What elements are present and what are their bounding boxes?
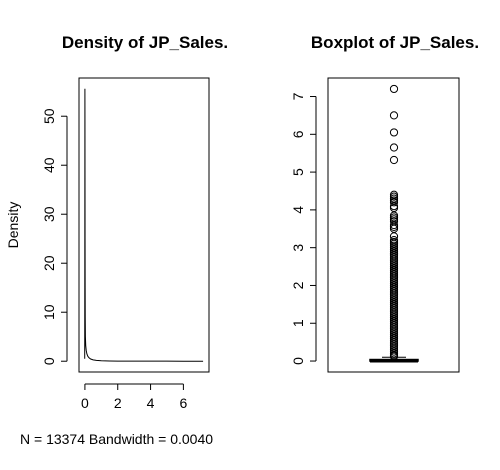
density-x-tick-label: 2 bbox=[114, 395, 122, 411]
density-line bbox=[84, 88, 204, 362]
boxplot-y-tick-label: 5 bbox=[290, 168, 306, 176]
boxplot-outlier-point bbox=[389, 84, 399, 94]
density-y-axis: 0 10 20 30 40 50 bbox=[41, 108, 68, 365]
boxplot-outliers bbox=[389, 84, 399, 361]
density-x-tick-label: 0 bbox=[81, 395, 89, 411]
density-y-tick-label: 20 bbox=[41, 255, 57, 271]
boxplot-outlier-point bbox=[389, 143, 399, 152]
density-y-tick-label: 30 bbox=[41, 206, 57, 222]
boxplot-y-tick-label: 3 bbox=[290, 244, 306, 252]
boxplot-y-axis: 0 1 2 3 4 5 6 7 bbox=[290, 92, 317, 365]
density-plot-box bbox=[78, 77, 210, 373]
density-x-tick-label: 6 bbox=[179, 395, 187, 411]
boxplot-plot-box bbox=[327, 77, 460, 373]
density-x-tick-label: 4 bbox=[147, 395, 155, 411]
density-y-tick-label: 40 bbox=[41, 157, 57, 173]
density-ylabel: Density bbox=[5, 202, 21, 249]
boxplot-y-tick-label: 2 bbox=[290, 281, 306, 289]
boxplot-y-tick-label: 7 bbox=[290, 92, 306, 100]
boxplot-outlier-point bbox=[389, 128, 399, 137]
boxplot-title: Boxplot of JP_Sales. bbox=[311, 33, 479, 52]
boxplot-outlier-point bbox=[389, 111, 399, 120]
boxplot-y-tick-label: 6 bbox=[290, 130, 306, 138]
density-panel: Density of JP_Sales. Density N = 13374 B… bbox=[5, 33, 228, 447]
boxplot-y-tick-label: 1 bbox=[290, 319, 306, 327]
boxplot-panel: Boxplot of JP_Sales. 0 1 2 3 4 5 6 7 bbox=[290, 33, 479, 373]
boxplot-outlier-point bbox=[389, 352, 399, 361]
density-y-tick-label: 10 bbox=[41, 304, 57, 320]
density-y-tick-label: 50 bbox=[41, 108, 57, 124]
boxplot-outlier-point bbox=[389, 198, 399, 207]
density-xlabel: N = 13374 Bandwidth = 0.0040 bbox=[20, 431, 213, 447]
boxplot-outlier-point bbox=[389, 155, 399, 165]
boxplot-y-tick-label: 0 bbox=[290, 357, 306, 365]
density-x-axis: 0 2 4 6 bbox=[81, 383, 187, 411]
boxplot-y-tick-label: 4 bbox=[290, 206, 306, 214]
density-y-tick-label: 0 bbox=[41, 357, 57, 365]
density-title: Density of JP_Sales. bbox=[62, 33, 228, 52]
